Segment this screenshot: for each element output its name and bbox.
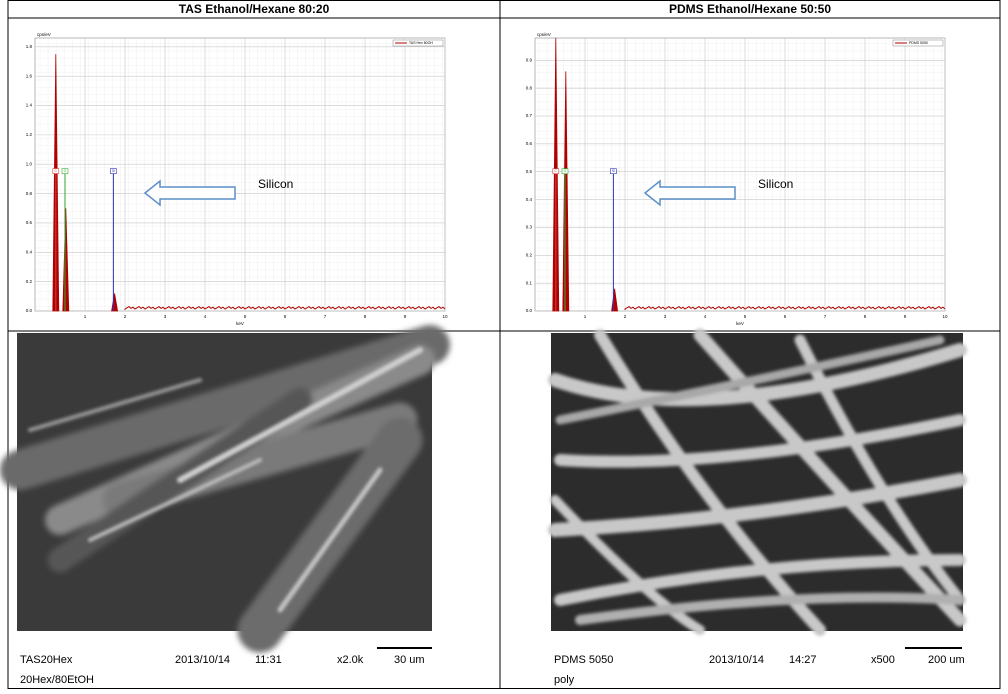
- x-tick-label: 2: [124, 314, 127, 319]
- annotation: Silicon: [258, 177, 293, 191]
- column-header: PDMS Ethanol/Hexane 50:50: [669, 2, 831, 16]
- y-tick-label: 0.5: [526, 169, 533, 174]
- y-tick-label: 0.8: [526, 85, 533, 90]
- spectrum-baseline: [124, 305, 446, 310]
- y-tick-label: 1.2: [26, 132, 33, 137]
- y-tick-label: 0.8: [26, 191, 33, 196]
- sem-image: [0, 325, 450, 653]
- y-tick-label: 0.4: [26, 249, 33, 254]
- element-label: Si: [612, 169, 615, 173]
- x-tick-label: 8: [364, 314, 367, 319]
- spectrum-baseline: [624, 305, 946, 310]
- x-tick-label: 8: [864, 314, 867, 319]
- y-tick-label: 1.8: [26, 44, 33, 49]
- y-tick-label: 0.3: [526, 225, 533, 230]
- element-label: C: [555, 169, 558, 173]
- x-tick-label: 6: [784, 314, 787, 319]
- y-axis-label: cps/eV: [37, 32, 51, 37]
- legend: [892, 39, 944, 47]
- x-tick-label: 10: [442, 314, 448, 319]
- y-tick-label: 0.6: [526, 141, 533, 146]
- element-box: [610, 168, 617, 175]
- element-label: O: [64, 169, 67, 173]
- element-label: C: [55, 169, 58, 173]
- micrograph-magnification: x2.0k: [337, 654, 364, 666]
- y-axis-label: cps/eV: [537, 32, 551, 37]
- y-tick-label: 0.2: [26, 279, 33, 284]
- x-tick-label: 4: [704, 314, 707, 319]
- micrograph-note: 20Hex/80EtOH: [20, 674, 94, 686]
- x-tick-label: 1: [584, 314, 587, 319]
- x-tick-label: 4: [204, 314, 207, 319]
- legend-label: PDMS 5050: [909, 41, 928, 45]
- plot-area: [34, 37, 446, 312]
- element-box: [52, 168, 60, 174]
- micrograph-time: 11:31: [255, 654, 282, 666]
- element-box: [110, 168, 117, 174]
- plot-area: [534, 37, 946, 312]
- y-tick-label: 1.4: [26, 103, 33, 108]
- y-tick-label: 0.0: [26, 308, 33, 313]
- arrow: [143, 179, 236, 207]
- element-label: Si: [112, 169, 115, 173]
- sem-image: [548, 328, 967, 636]
- micrograph-sample: PDMS 5050: [554, 654, 613, 666]
- element-box: [61, 168, 69, 174]
- micrograph-time: 14:27: [789, 654, 817, 666]
- y-tick-label: 1.0: [26, 161, 33, 166]
- micrograph-date: 2013/10/14: [709, 654, 764, 666]
- x-tick-label: 6: [284, 314, 287, 319]
- annotation: Silicon: [758, 177, 793, 191]
- x-tick-label: 10: [942, 314, 948, 319]
- x-tick-label: 3: [164, 314, 167, 319]
- x-tick-label: 7: [824, 314, 827, 319]
- micrograph-note: poly: [554, 674, 575, 686]
- x-tick-label: 7: [324, 314, 327, 319]
- legend-label: TAS Hex 80OH: [409, 41, 433, 45]
- y-tick-label: 0.0: [526, 308, 533, 313]
- y-tick-label: 0.2: [526, 252, 533, 257]
- x-tick-label: 9: [904, 314, 907, 319]
- x-tick-label: 2: [624, 314, 627, 319]
- micrograph-magnification: x500: [871, 654, 895, 666]
- element-box: [552, 168, 560, 175]
- arrow: [643, 179, 736, 207]
- x-tick-label: 3: [664, 314, 667, 319]
- y-tick-label: 0.4: [526, 197, 533, 202]
- spectrum-peak: [562, 71, 570, 312]
- column-header: TAS Ethanol/Hexane 80:20: [179, 2, 330, 16]
- spectrum-peak: [62, 208, 70, 312]
- micrograph-sample: TAS20Hex: [20, 654, 73, 666]
- micrograph-scale: 30 um: [394, 654, 425, 666]
- x-tick-label: 9: [404, 314, 407, 319]
- x-axis-label: keV: [736, 321, 744, 326]
- y-tick-label: 0.9: [526, 57, 533, 62]
- x-tick-label: 1: [84, 314, 87, 319]
- y-tick-label: 0.7: [526, 113, 533, 118]
- x-tick-label: 5: [244, 314, 247, 319]
- micrograph-date: 2013/10/14: [175, 654, 230, 666]
- y-tick-label: 0.6: [26, 220, 33, 225]
- legend: [392, 39, 444, 47]
- y-tick-label: 0.1: [526, 280, 533, 285]
- element-box: [561, 168, 569, 175]
- x-tick-label: 5: [744, 314, 747, 319]
- y-tick-label: 1.6: [26, 73, 33, 78]
- micrograph-scale: 200 um: [928, 654, 965, 666]
- x-axis-label: keV: [236, 321, 244, 326]
- element-label: O: [564, 169, 567, 173]
